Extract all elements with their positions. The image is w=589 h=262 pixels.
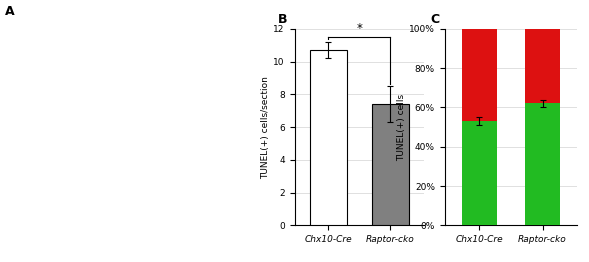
- Bar: [525, 29, 560, 103]
- Text: *: *: [356, 22, 362, 35]
- Text: A: A: [5, 5, 15, 18]
- Bar: [310, 50, 347, 225]
- Text: B: B: [278, 13, 287, 26]
- Bar: [462, 121, 497, 225]
- Y-axis label: TUNEL(+) cells/section: TUNEL(+) cells/section: [262, 76, 270, 178]
- Text: C: C: [430, 13, 439, 26]
- Bar: [372, 104, 409, 225]
- Y-axis label: TUNEL(+) cells: TUNEL(+) cells: [398, 94, 406, 161]
- Bar: [525, 103, 560, 225]
- Bar: [462, 29, 497, 121]
